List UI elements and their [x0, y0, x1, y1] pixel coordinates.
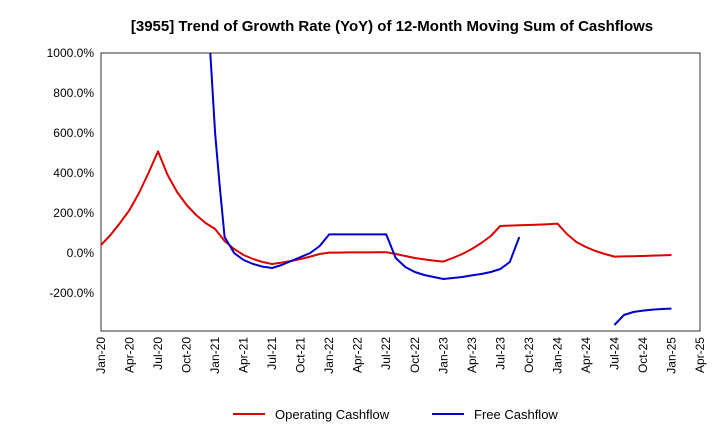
x-axis: Jan-20 Apr-20 Jul-20 Oct-20 Jan-21 Apr-21 Jul-…: [94, 337, 707, 374]
plot-area: [100, 52, 701, 332]
legend-label-operating-cashflow: Operating Cashflow: [275, 407, 390, 422]
x-tick-label: Jan-25: [664, 337, 678, 374]
legend: Operating Cashflow Free Cashflow: [233, 407, 558, 422]
x-tick-label: Apr-24: [579, 337, 593, 373]
chart-title: [3955] Trend of Growth Rate (YoY) of 12-…: [131, 18, 653, 35]
x-tick-label: Jul-20: [151, 337, 165, 370]
y-tick-label: 200.0%: [53, 206, 94, 220]
x-tick-label: Jan-22: [322, 337, 336, 374]
x-tick-label: Apr-23: [465, 337, 479, 373]
series-line-free-cashflow: [613, 307, 672, 326]
series-line-free-cashflow: [209, 53, 521, 280]
x-tick-label: Jul-22: [379, 337, 393, 370]
x-tick-label: Jul-21: [265, 337, 279, 370]
x-tick-label: Oct-23: [522, 337, 536, 373]
x-tick-label: Jul-23: [493, 337, 507, 370]
y-axis: 1000.0% 800.0% 600.0% 400.0% 200.0% 0.0% -200.…: [47, 46, 95, 300]
x-tick-label: Oct-20: [180, 337, 194, 373]
x-tick-label: Jan-23: [436, 337, 450, 374]
y-tick-label: -200.0%: [49, 286, 94, 300]
x-tick-label: Apr-25: [693, 337, 707, 373]
x-tick-label: Oct-22: [408, 337, 422, 373]
plot-background: [101, 53, 700, 331]
x-tick-label: Jan-21: [208, 337, 222, 374]
x-tick-label: Apr-21: [237, 337, 251, 373]
y-tick-label: 400.0%: [53, 166, 94, 180]
x-tick-label: Apr-20: [123, 337, 137, 373]
x-tick-label: Jul-24: [607, 337, 621, 370]
y-tick-label: 600.0%: [53, 126, 94, 140]
series-line-operating-cashflow: [101, 150, 672, 265]
series-layer: [101, 53, 672, 326]
plot-border: [100, 52, 701, 332]
y-tick-label: 0.0%: [67, 246, 95, 260]
legend-label-free-cashflow: Free Cashflow: [474, 407, 558, 422]
x-tick-label: Oct-21: [294, 337, 308, 373]
y-tick-label: 800.0%: [53, 86, 94, 100]
x-tick-label: Jan-20: [94, 337, 108, 374]
x-tick-label: Oct-24: [636, 337, 650, 373]
x-tick-label: Jan-24: [550, 337, 564, 374]
x-tick-label: Apr-22: [351, 337, 365, 373]
y-tick-label: 1000.0%: [47, 46, 95, 60]
